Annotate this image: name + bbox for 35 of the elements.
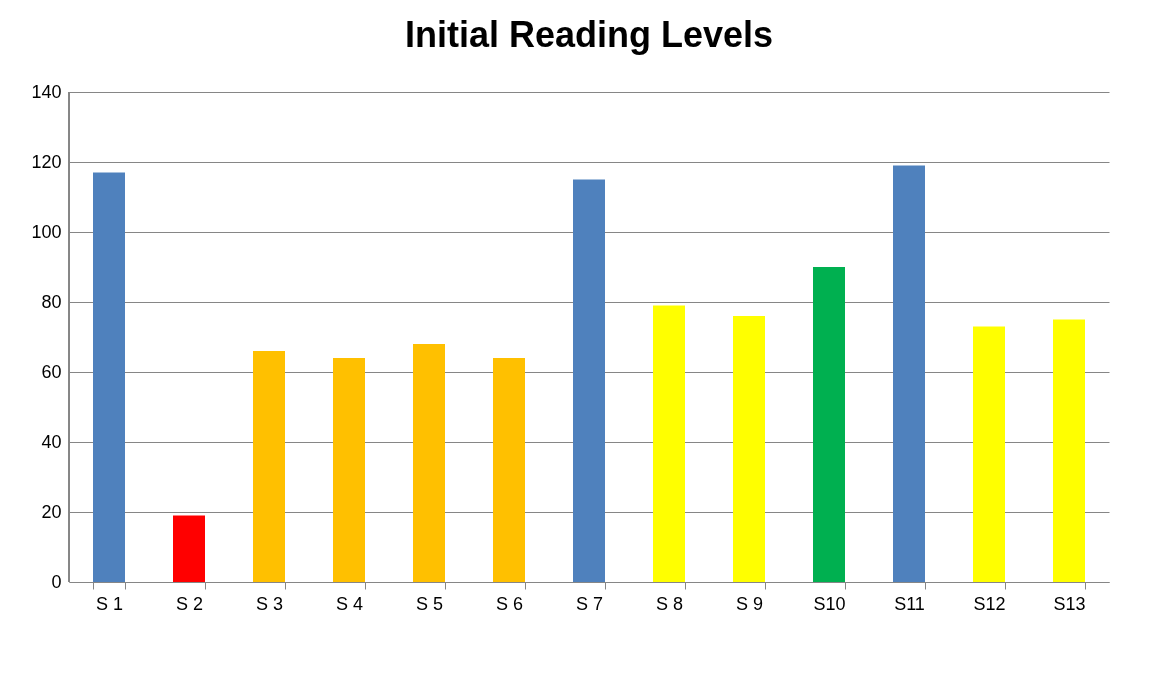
- bar: [653, 305, 685, 582]
- x-tick-label: S 1: [95, 593, 124, 614]
- bar: [93, 172, 125, 582]
- bar: [733, 316, 765, 582]
- x-tick-label: S11: [894, 593, 925, 614]
- bar: [813, 267, 845, 582]
- x-tick-label: S12: [973, 593, 1006, 614]
- x-tick-label: S 2: [175, 593, 204, 614]
- bar: [493, 358, 525, 582]
- bar: [573, 179, 605, 582]
- bar: [1053, 319, 1085, 582]
- bar: [173, 515, 205, 582]
- x-tick-label: S10: [813, 593, 846, 614]
- y-tick-label: 120: [31, 151, 62, 172]
- x-tick-label: S 6: [495, 593, 524, 614]
- y-tick-label: 140: [31, 81, 62, 102]
- x-tick-label: S 7: [575, 593, 604, 614]
- x-tick-label: S13: [1053, 593, 1086, 614]
- x-tick-label: S 9: [735, 593, 764, 614]
- x-tick-label: S 4: [335, 593, 364, 614]
- y-tick-label: 20: [41, 501, 62, 522]
- bar: [413, 344, 445, 582]
- x-tick-label: S 5: [415, 593, 444, 614]
- y-tick-label: 0: [51, 571, 62, 592]
- y-tick-label: 40: [41, 431, 62, 452]
- bar: [973, 326, 1005, 582]
- y-tick-label: 60: [41, 361, 62, 382]
- chart-title: Initial Reading Levels: [404, 14, 774, 55]
- bar: [893, 165, 925, 582]
- x-tick-label: S 3: [255, 593, 284, 614]
- x-tick-label: S 8: [655, 593, 684, 614]
- bar: [333, 358, 365, 582]
- y-tick-label: 80: [41, 291, 62, 312]
- y-tick-label: 100: [31, 221, 62, 242]
- bar: [253, 351, 285, 582]
